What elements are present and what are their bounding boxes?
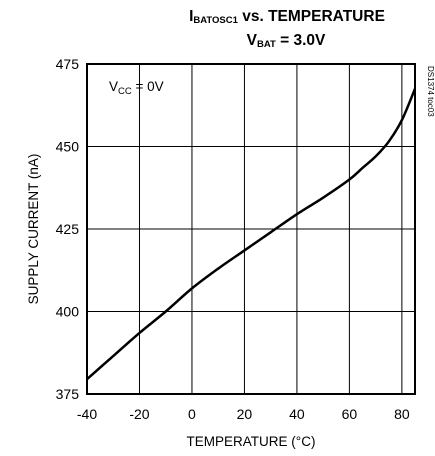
y-tick-label: 375 [56,386,80,402]
y-tick-label: 425 [56,221,80,237]
data-series [86,88,417,381]
x-tick-label: 80 [394,406,410,422]
x-tick-label: 40 [289,406,305,422]
x-tick-label: -40 [77,406,97,422]
x-tick-label: 20 [237,406,253,422]
x-axis-label: TEMPERATURE (°C) [187,434,316,449]
x-tick-label: 0 [188,406,196,422]
plot-frame [86,63,416,395]
y-tick-label: 475 [56,56,80,72]
x-tick-labels: -40 -20 0 20 40 60 80 [77,406,410,422]
gridlines [86,63,415,395]
document-code: DS1374 toc03 [426,66,435,117]
chart-subtitle: VBAT = 3.0V [247,32,326,50]
chart-title: IBATOSC1 vs. TEMPERATURE [189,8,385,26]
supply-current-line [86,88,417,381]
y-tick-labels: 375 400 425 450 475 [56,56,80,402]
x-tick-label: -20 [129,406,149,422]
x-tick-label: 60 [342,406,358,422]
y-axis-label: SUPPLY CURRENT (nA) [26,154,41,305]
vcc-annotation: VCC = 0V [109,79,164,97]
y-tick-label: 400 [56,304,80,320]
y-tick-label: 450 [56,139,80,155]
